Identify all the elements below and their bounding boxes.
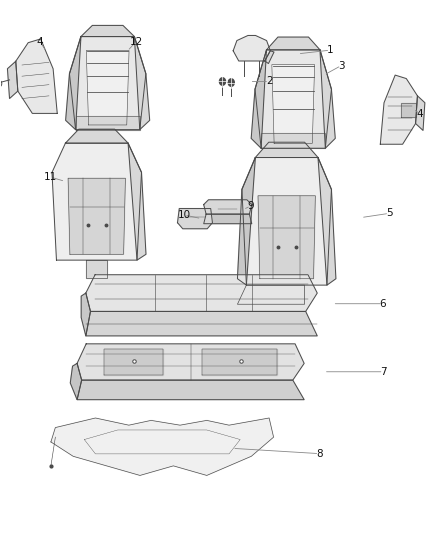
Polygon shape: [265, 51, 274, 63]
Polygon shape: [81, 26, 134, 37]
Polygon shape: [380, 75, 417, 144]
Text: 9: 9: [247, 201, 254, 211]
Polygon shape: [70, 364, 81, 400]
Polygon shape: [66, 37, 81, 130]
Text: 1: 1: [327, 45, 334, 55]
Text: 12: 12: [129, 37, 143, 46]
Text: 4: 4: [417, 109, 423, 119]
Polygon shape: [65, 129, 128, 143]
Polygon shape: [258, 196, 315, 279]
Polygon shape: [251, 50, 266, 148]
Polygon shape: [86, 311, 317, 336]
Polygon shape: [104, 350, 163, 375]
Polygon shape: [255, 142, 318, 158]
Text: 3: 3: [338, 61, 345, 70]
Polygon shape: [7, 61, 18, 99]
Text: 6: 6: [379, 298, 386, 309]
Polygon shape: [70, 37, 146, 130]
Polygon shape: [77, 344, 304, 380]
Polygon shape: [52, 143, 141, 260]
Polygon shape: [77, 380, 304, 400]
Text: 7: 7: [380, 367, 387, 377]
Polygon shape: [51, 418, 274, 475]
Polygon shape: [86, 260, 107, 278]
Polygon shape: [68, 178, 125, 254]
Polygon shape: [255, 50, 332, 148]
Polygon shape: [237, 158, 255, 285]
Polygon shape: [204, 214, 252, 224]
Polygon shape: [318, 158, 336, 285]
Polygon shape: [81, 293, 91, 336]
Polygon shape: [76, 116, 140, 130]
Polygon shape: [416, 96, 425, 131]
Polygon shape: [16, 39, 57, 114]
Polygon shape: [128, 143, 146, 260]
Polygon shape: [202, 350, 277, 375]
Polygon shape: [233, 36, 270, 61]
Circle shape: [228, 79, 234, 86]
Text: 4: 4: [37, 37, 43, 46]
Polygon shape: [134, 37, 150, 130]
Polygon shape: [86, 274, 317, 311]
Polygon shape: [177, 208, 212, 229]
Polygon shape: [204, 200, 252, 214]
Polygon shape: [242, 158, 332, 285]
Polygon shape: [272, 64, 314, 143]
Text: 5: 5: [386, 208, 392, 219]
Circle shape: [219, 78, 226, 85]
Text: 8: 8: [316, 449, 323, 458]
Polygon shape: [266, 37, 320, 50]
Polygon shape: [320, 50, 335, 148]
Polygon shape: [86, 51, 129, 125]
Text: 11: 11: [44, 172, 57, 182]
Polygon shape: [401, 103, 416, 117]
Text: 10: 10: [177, 210, 191, 220]
Polygon shape: [237, 285, 304, 304]
Polygon shape: [261, 133, 325, 148]
Text: 2: 2: [266, 77, 272, 86]
